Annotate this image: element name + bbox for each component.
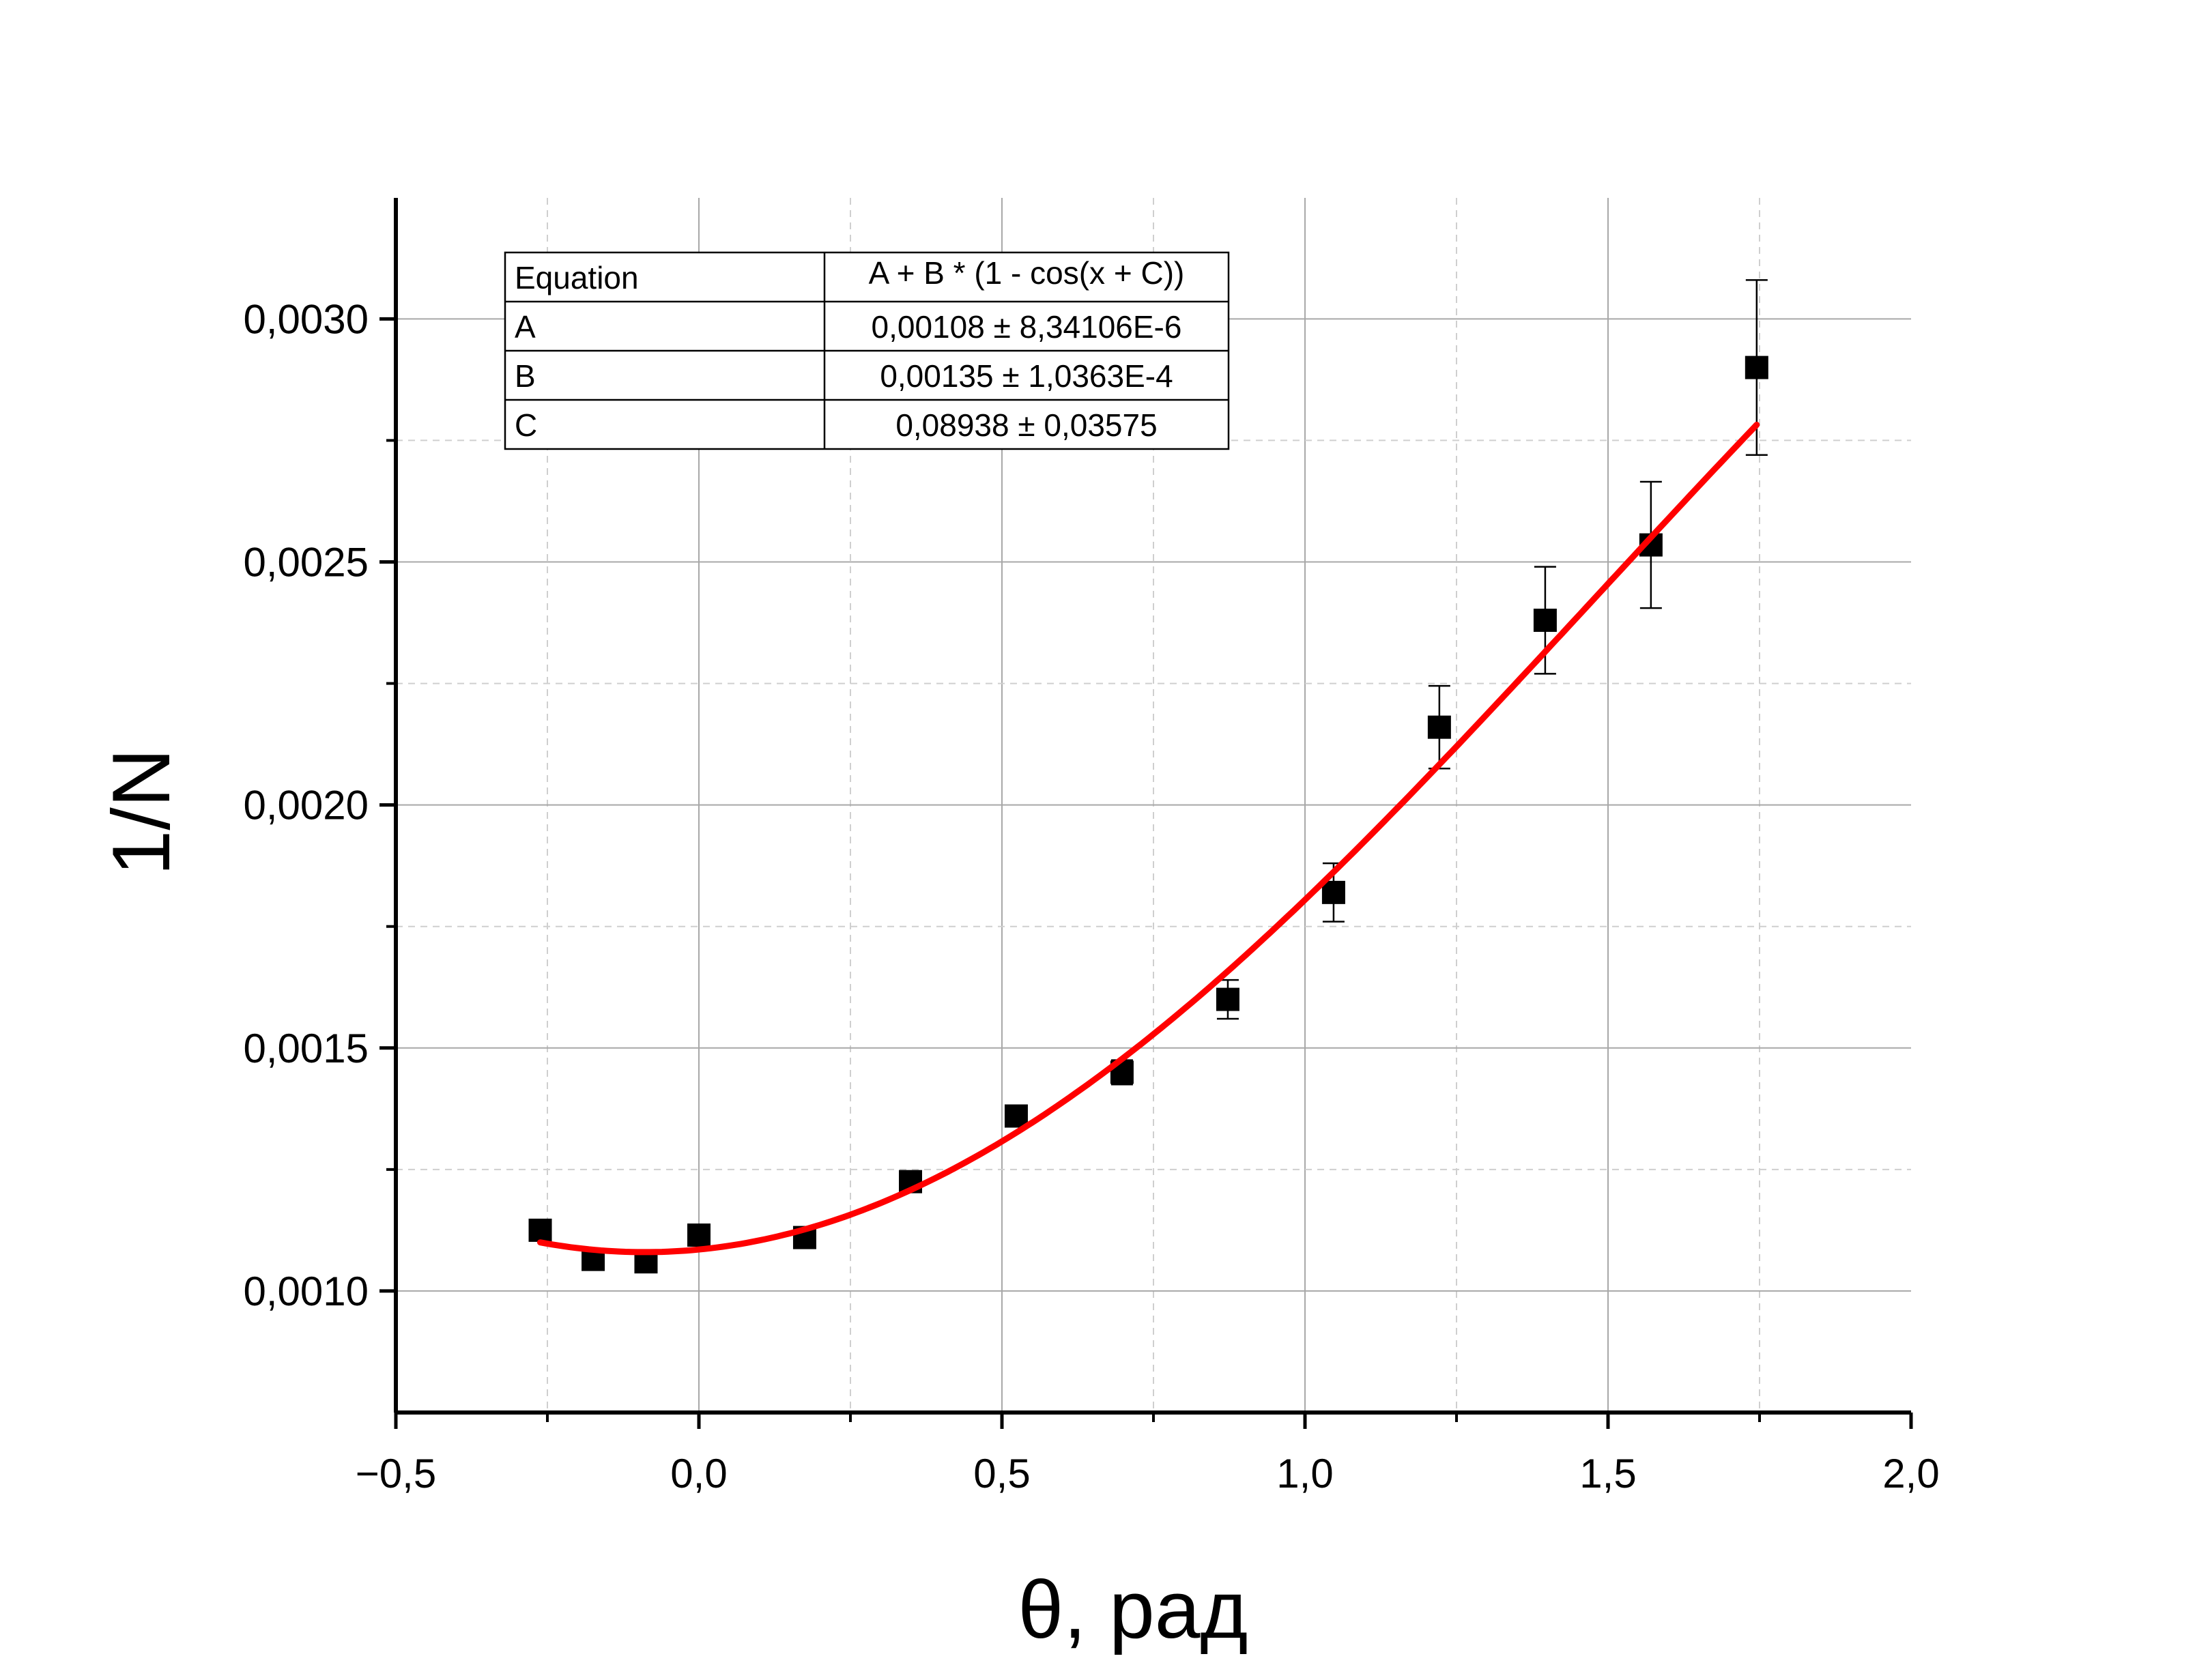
fit-table-cell: 0,00135 ± 1,0363E-4	[880, 358, 1173, 394]
x-tick-label: 0,0	[670, 1451, 727, 1496]
x-tick-label: 1,5	[1579, 1451, 1636, 1496]
data-point	[1745, 356, 1768, 379]
y-tick-labels: 0,0010 0,0015 0,0020 0,0025 0,0030	[243, 296, 369, 1314]
data-points	[528, 356, 1768, 1274]
fit-table-cell: C	[515, 407, 537, 443]
x-tick-label: 0,5	[973, 1451, 1030, 1496]
fit-table-cell: A + B * (1 - cos(x + C))	[869, 255, 1185, 291]
fit-table: Equation A + B * (1 - cos(x + C)) A 0,00108…	[504, 251, 1230, 450]
y-tick-label: 0,0025	[243, 540, 369, 585]
data-point	[528, 1218, 552, 1242]
x-tick-label: 2,0	[1882, 1451, 1939, 1496]
fit-table-cell: A	[515, 309, 536, 345]
fit-table-cell: 0,00108 ± 8,34106E-6	[872, 309, 1182, 345]
y-tick-label: 0,0030	[243, 296, 369, 342]
x-tick-label: 1,0	[1276, 1451, 1333, 1496]
y-tick-label: 0,0015	[243, 1026, 369, 1071]
data-point	[1427, 715, 1451, 739]
tick-marks	[379, 317, 1913, 1429]
x-axis-title: θ, рад	[1018, 1564, 1248, 1655]
fit-table-cell: 0,08938 ± 0,03575	[895, 407, 1157, 443]
fit-table-cell: Equation	[515, 260, 639, 295]
data-point	[1321, 880, 1345, 904]
y-tick-label: 0,0010	[243, 1269, 369, 1314]
fit-curve	[537, 422, 1760, 1256]
x-tick-labels: −0,5 0,0 0,5 1,0 1,5 2,0	[356, 1451, 1940, 1496]
fit-table-cell: B	[515, 358, 536, 394]
data-point	[1216, 987, 1239, 1011]
x-tick-label: −0,5	[356, 1451, 436, 1496]
data-point	[687, 1223, 711, 1247]
data-point	[1004, 1104, 1028, 1128]
y-tick-label: 0,0020	[243, 783, 369, 828]
data-point	[1533, 608, 1557, 632]
y-axis-title: 1/N	[96, 749, 187, 876]
